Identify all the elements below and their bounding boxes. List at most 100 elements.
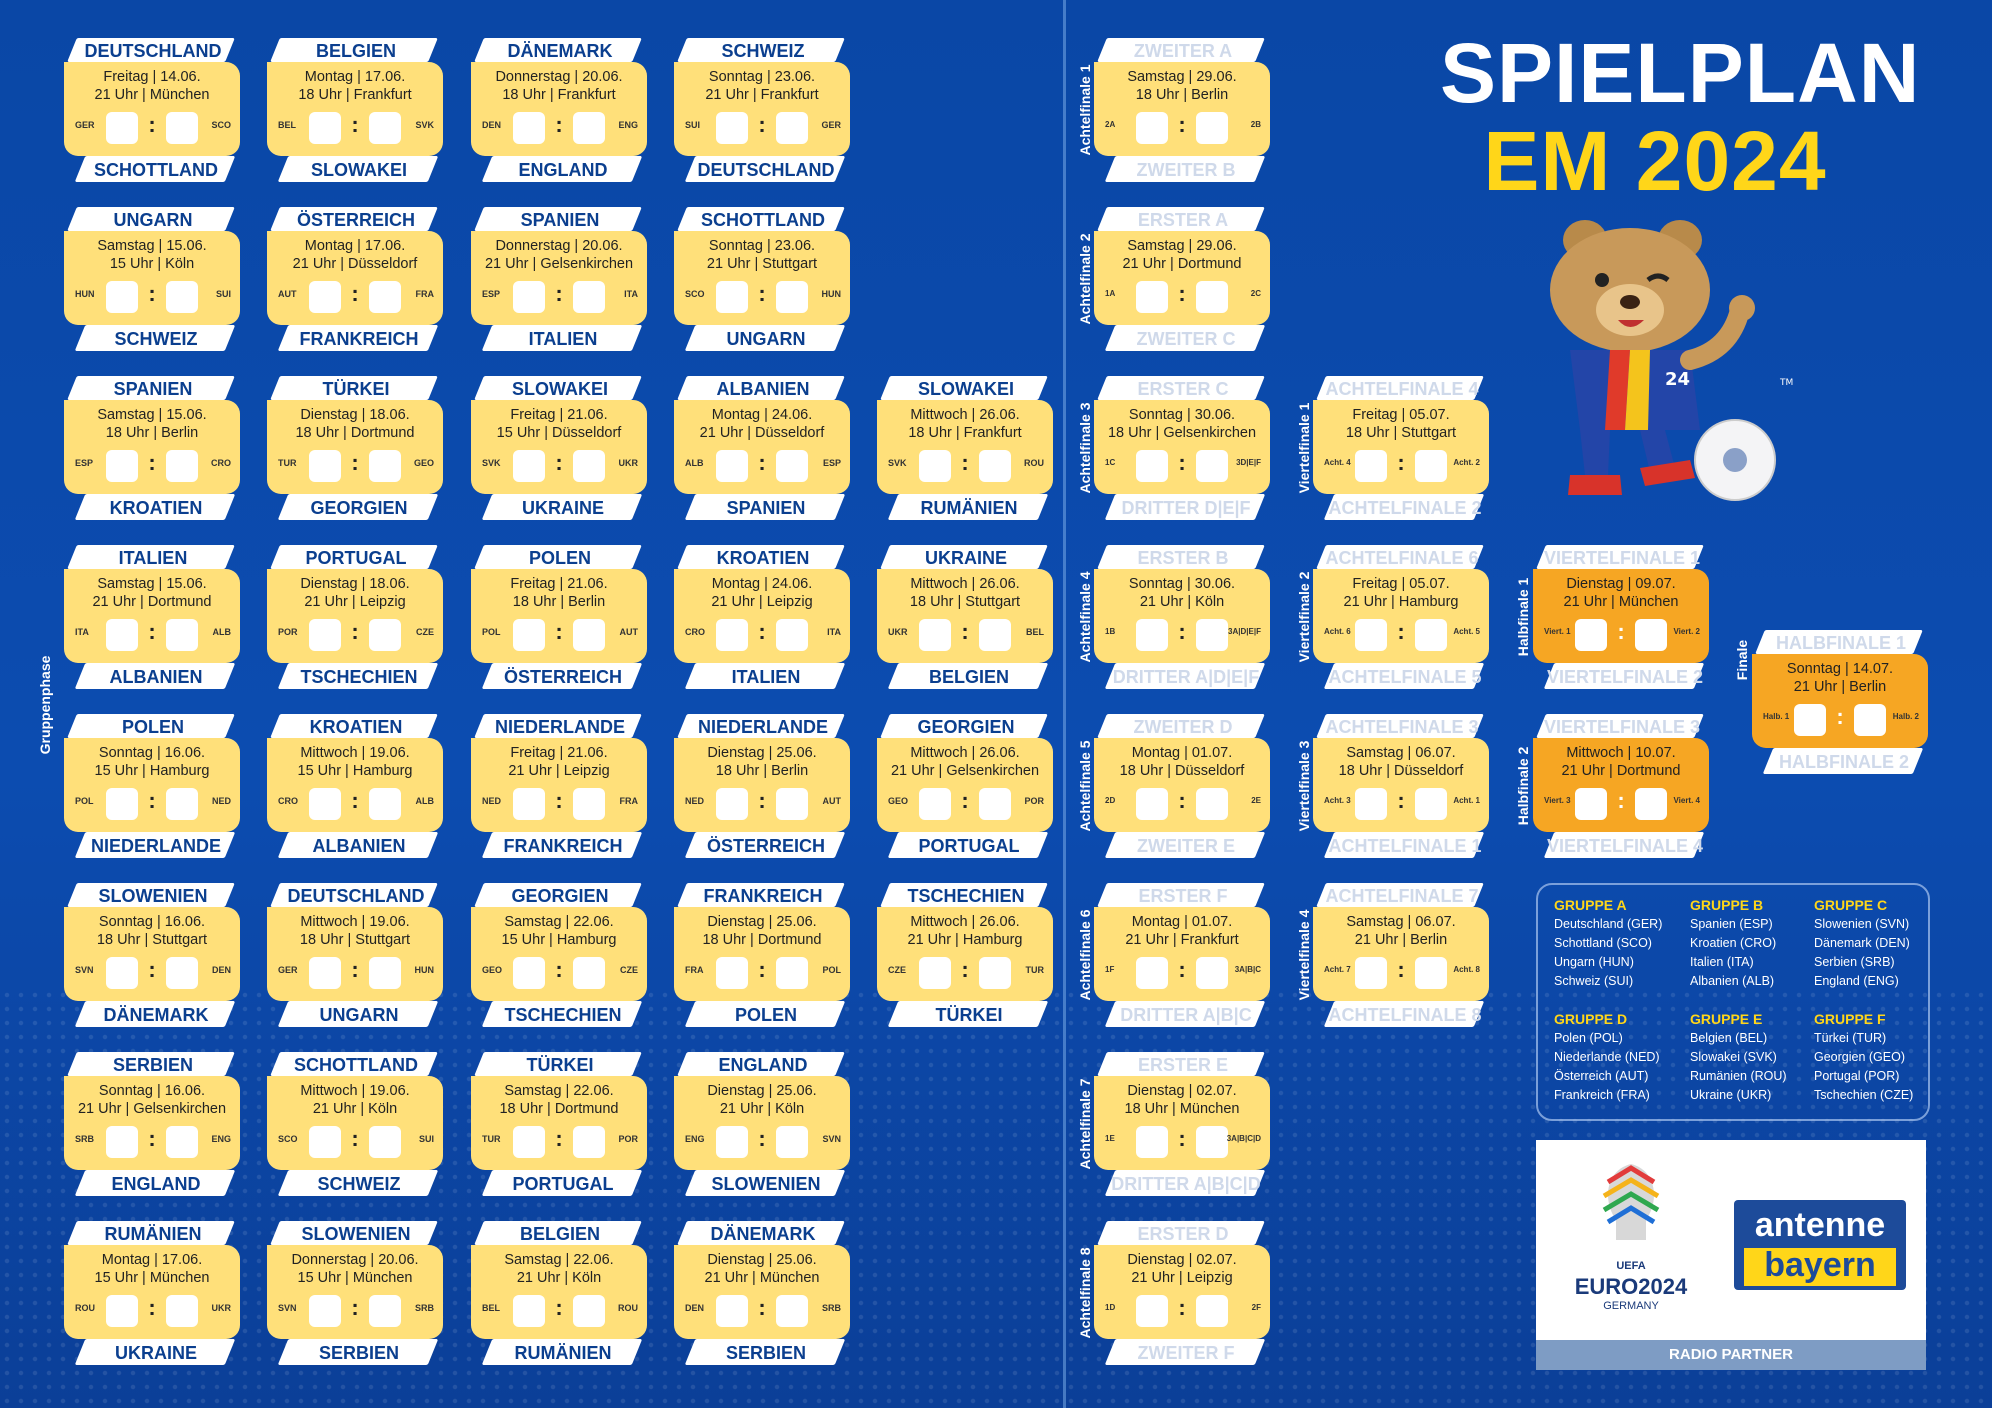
away-score-box[interactable] bbox=[369, 450, 401, 482]
away-score-box[interactable] bbox=[979, 788, 1011, 820]
home-score-box[interactable] bbox=[106, 619, 138, 651]
home-score-box[interactable] bbox=[716, 112, 748, 144]
away-score-box[interactable] bbox=[1196, 450, 1228, 482]
home-score-box[interactable] bbox=[1136, 788, 1168, 820]
away-score-box[interactable] bbox=[776, 1126, 808, 1158]
home-score-box[interactable] bbox=[1136, 450, 1168, 482]
home-score-box[interactable] bbox=[1355, 788, 1387, 820]
home-score-box[interactable] bbox=[513, 1126, 545, 1158]
away-score-box[interactable] bbox=[166, 788, 198, 820]
home-score-box[interactable] bbox=[106, 788, 138, 820]
away-score-box[interactable] bbox=[166, 1126, 198, 1158]
away-score-box[interactable] bbox=[573, 281, 605, 313]
away-score-box[interactable] bbox=[776, 112, 808, 144]
home-score-box[interactable] bbox=[106, 1126, 138, 1158]
away-score-box[interactable] bbox=[979, 450, 1011, 482]
away-score-box[interactable] bbox=[1415, 450, 1447, 482]
away-score-box[interactable] bbox=[573, 1295, 605, 1327]
home-score-box[interactable] bbox=[309, 957, 341, 989]
home-score-box[interactable] bbox=[919, 619, 951, 651]
away-score-box[interactable] bbox=[166, 1295, 198, 1327]
home-score-box[interactable] bbox=[309, 1126, 341, 1158]
home-score-box[interactable] bbox=[309, 112, 341, 144]
away-score-box[interactable] bbox=[1415, 788, 1447, 820]
home-score-box[interactable] bbox=[106, 112, 138, 144]
home-score-box[interactable] bbox=[919, 788, 951, 820]
away-score-box[interactable] bbox=[1196, 281, 1228, 313]
home-score-box[interactable] bbox=[513, 957, 545, 989]
home-score-box[interactable] bbox=[919, 957, 951, 989]
away-score-box[interactable] bbox=[166, 112, 198, 144]
away-score-box[interactable] bbox=[1635, 788, 1667, 820]
home-score-box[interactable] bbox=[309, 619, 341, 651]
away-score-box[interactable] bbox=[1196, 1126, 1228, 1158]
home-score-box[interactable] bbox=[309, 1295, 341, 1327]
away-score-box[interactable] bbox=[369, 957, 401, 989]
away-score-box[interactable] bbox=[1415, 619, 1447, 651]
home-score-box[interactable] bbox=[309, 788, 341, 820]
home-score-box[interactable] bbox=[716, 281, 748, 313]
away-score-box[interactable] bbox=[776, 450, 808, 482]
away-score-box[interactable] bbox=[573, 788, 605, 820]
away-score-box[interactable] bbox=[369, 281, 401, 313]
away-score-box[interactable] bbox=[573, 112, 605, 144]
home-score-box[interactable] bbox=[1136, 1295, 1168, 1327]
away-score-box[interactable] bbox=[1854, 704, 1886, 736]
away-score-box[interactable] bbox=[776, 957, 808, 989]
away-score-box[interactable] bbox=[1635, 619, 1667, 651]
home-score-box[interactable] bbox=[1575, 788, 1607, 820]
home-score-box[interactable] bbox=[513, 788, 545, 820]
away-score-box[interactable] bbox=[166, 957, 198, 989]
away-score-box[interactable] bbox=[1196, 112, 1228, 144]
home-score-box[interactable] bbox=[716, 1126, 748, 1158]
away-score-box[interactable] bbox=[369, 619, 401, 651]
away-score-box[interactable] bbox=[1196, 619, 1228, 651]
home-score-box[interactable] bbox=[106, 957, 138, 989]
away-score-box[interactable] bbox=[1415, 957, 1447, 989]
home-score-box[interactable] bbox=[106, 1295, 138, 1327]
away-score-box[interactable] bbox=[166, 450, 198, 482]
home-score-box[interactable] bbox=[513, 112, 545, 144]
home-score-box[interactable] bbox=[309, 450, 341, 482]
away-score-box[interactable] bbox=[369, 1126, 401, 1158]
away-score-box[interactable] bbox=[369, 112, 401, 144]
away-score-box[interactable] bbox=[776, 1295, 808, 1327]
home-score-box[interactable] bbox=[1355, 957, 1387, 989]
home-score-box[interactable] bbox=[106, 450, 138, 482]
away-score-box[interactable] bbox=[1196, 1295, 1228, 1327]
home-score-box[interactable] bbox=[106, 281, 138, 313]
home-score-box[interactable] bbox=[1575, 619, 1607, 651]
away-score-box[interactable] bbox=[776, 281, 808, 313]
away-score-box[interactable] bbox=[979, 619, 1011, 651]
away-score-box[interactable] bbox=[166, 281, 198, 313]
away-score-box[interactable] bbox=[776, 619, 808, 651]
home-score-box[interactable] bbox=[513, 1295, 545, 1327]
away-score-box[interactable] bbox=[776, 788, 808, 820]
home-score-box[interactable] bbox=[716, 619, 748, 651]
home-score-box[interactable] bbox=[513, 450, 545, 482]
home-score-box[interactable] bbox=[716, 788, 748, 820]
away-score-box[interactable] bbox=[573, 450, 605, 482]
away-score-box[interactable] bbox=[573, 1126, 605, 1158]
home-score-box[interactable] bbox=[919, 450, 951, 482]
home-score-box[interactable] bbox=[716, 450, 748, 482]
home-score-box[interactable] bbox=[716, 1295, 748, 1327]
home-score-box[interactable] bbox=[513, 281, 545, 313]
home-score-box[interactable] bbox=[716, 957, 748, 989]
home-score-box[interactable] bbox=[1136, 112, 1168, 144]
away-score-box[interactable] bbox=[1196, 957, 1228, 989]
home-score-box[interactable] bbox=[1136, 619, 1168, 651]
home-score-box[interactable] bbox=[1136, 281, 1168, 313]
away-score-box[interactable] bbox=[573, 619, 605, 651]
away-score-box[interactable] bbox=[1196, 788, 1228, 820]
away-score-box[interactable] bbox=[369, 1295, 401, 1327]
home-score-box[interactable] bbox=[1355, 450, 1387, 482]
away-score-box[interactable] bbox=[369, 788, 401, 820]
home-score-box[interactable] bbox=[1355, 619, 1387, 651]
away-score-box[interactable] bbox=[573, 957, 605, 989]
away-score-box[interactable] bbox=[979, 957, 1011, 989]
home-score-box[interactable] bbox=[1136, 957, 1168, 989]
home-score-box[interactable] bbox=[1794, 704, 1826, 736]
home-score-box[interactable] bbox=[309, 281, 341, 313]
away-score-box[interactable] bbox=[166, 619, 198, 651]
